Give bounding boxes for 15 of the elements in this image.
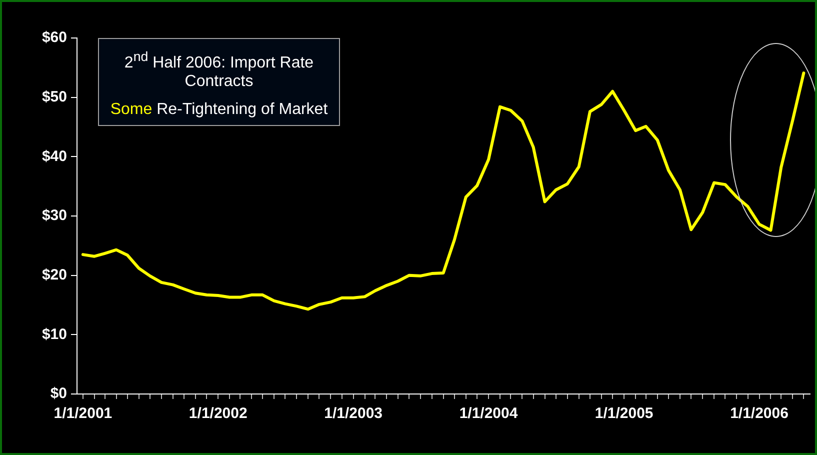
x-tick-label: 1/1/2003 [324, 405, 383, 422]
x-tick-label: 1/1/2004 [459, 405, 518, 422]
y-tick-label: $10 [42, 326, 67, 343]
x-tick-label: 1/1/2002 [188, 405, 248, 422]
y-tick-label: $40 [42, 148, 67, 165]
y-tick-label: $20 [42, 266, 67, 284]
y-tick-label: $60 [42, 29, 67, 46]
annotation: 2$^{nd}$ Half 2006: Import Rate Contracts [123, 48, 315, 92]
annotation: Some Re-Tightening of Market [110, 101, 328, 118]
y-tick-label: $50 [42, 88, 67, 106]
x-tick-label: 1/1/2006 [730, 405, 788, 422]
y-tick-label: $30 [42, 207, 67, 224]
y-tick-label: $0 [50, 385, 67, 402]
x-tick-label: 1/1/2005 [594, 405, 654, 422]
x-tick-label: 1/1/2001 [54, 405, 112, 422]
